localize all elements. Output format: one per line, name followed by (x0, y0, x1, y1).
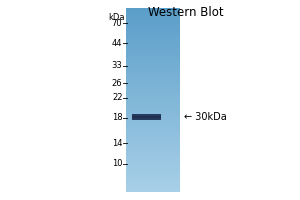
Bar (132, 116, 160, 118)
Text: 14: 14 (112, 138, 122, 147)
Bar (132, 114, 160, 120)
Text: 10: 10 (112, 160, 122, 168)
Text: 26: 26 (112, 78, 122, 88)
Text: Western Blot: Western Blot (148, 6, 224, 19)
Text: ← 30kDa: ← 30kDa (184, 112, 227, 122)
Text: 22: 22 (112, 94, 122, 102)
Text: kDa: kDa (108, 13, 124, 22)
Text: 33: 33 (112, 62, 122, 71)
Text: 18: 18 (112, 114, 122, 122)
Text: 44: 44 (112, 38, 122, 47)
Text: 70: 70 (112, 19, 122, 27)
